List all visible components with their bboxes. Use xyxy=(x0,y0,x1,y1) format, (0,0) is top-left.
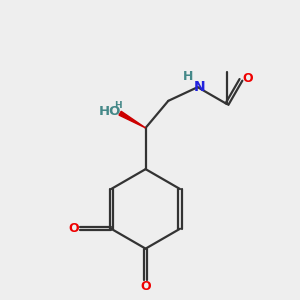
Text: N: N xyxy=(193,80,205,94)
Text: H: H xyxy=(114,101,122,110)
Text: O: O xyxy=(242,72,253,85)
Text: H: H xyxy=(183,70,194,83)
Text: O: O xyxy=(68,222,79,235)
Text: HO: HO xyxy=(99,105,121,118)
Text: O: O xyxy=(140,280,151,292)
Polygon shape xyxy=(119,111,146,128)
